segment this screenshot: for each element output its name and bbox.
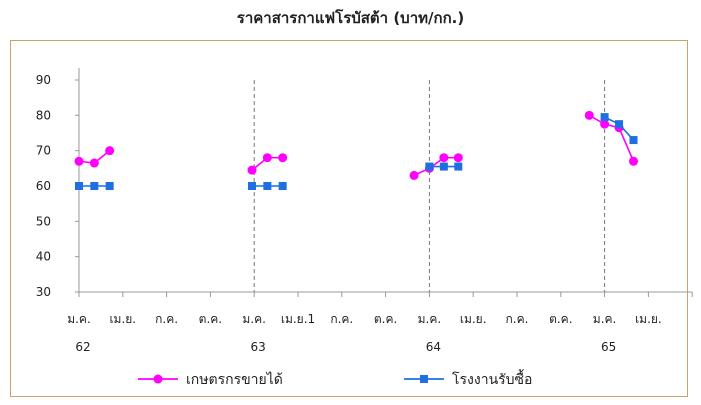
grid-lines [253,80,606,292]
series-layer [74,110,639,190]
x-tick-label: ต.ค. [374,312,397,326]
y-tick-label: 70 [36,144,51,158]
x-tick-label: ม.ค. [418,312,442,326]
x-tick-label: ม.ค. [67,312,91,326]
data-point [153,374,163,384]
x-tick-label: ม.ค. [242,312,266,326]
data-point [248,182,257,190]
data-point [278,153,288,163]
data-point [629,136,638,145]
legend-label: เกษตรกรขายได้ [186,371,283,388]
data-point [75,182,83,190]
x-tick-label: ก.ค. [155,312,178,326]
x-tick-label: ม.ค. [593,312,617,326]
x-tick-label: เม.ย. [460,312,487,326]
series-line [413,156,459,177]
legend-label: โรงงานรับซื้อ [452,369,532,388]
series-line [588,114,635,162]
data-point [600,119,610,129]
y-tick-label: 30 [36,285,51,299]
chart-title: ราคาสารกาแฟโรบัสต้า (บาท/กก.) [236,9,465,27]
data-point [74,156,84,166]
data-point [439,153,449,163]
x-tick-label: ก.ค. [330,312,353,326]
x-tick-label: เม.ย. [635,312,662,326]
y-tick-label: 60 [36,179,51,193]
data-point [453,153,463,163]
data-point [89,158,99,168]
data-point [420,375,428,383]
data-point [439,162,448,171]
data-point [615,120,624,129]
axes [78,68,693,293]
y-tick-label: 40 [36,250,51,264]
data-point [454,162,463,171]
x-year-label: 62 [75,340,90,354]
chart-frame [10,40,688,397]
data-point [629,156,639,166]
data-point [263,182,272,190]
data-point [600,113,609,122]
data-point [90,182,99,190]
data-point [105,146,115,156]
data-point [425,162,434,171]
x-year-label: 65 [601,340,616,354]
y-tick-label: 50 [36,214,51,228]
data-point [105,182,114,190]
x-year-label: 64 [426,340,441,354]
x-year-label: 63 [251,340,266,354]
x-tick-label: เม.ย. [109,312,136,326]
x-ticks: ม.ค. เม.ย. ก.ค. ต.ค. ม.ค. เม.ย.1 ก.ค. ต.ค. ม.ค. เ… [67,292,693,354]
data-point [262,153,272,163]
y-tick-label: 80 [36,108,51,122]
x-tick-label: ต.ค. [199,312,222,326]
data-point [584,110,594,120]
x-tick-label: ก.ค. [506,312,529,326]
data-point [278,182,287,190]
legend: เกษตรกรขายได้ โรงงานรับซื้อ [138,369,532,388]
x-tick-label: ต.ค. [549,312,572,326]
y-tick-label: 90 [36,73,51,87]
data-point [409,170,419,180]
x-tick-label: เม.ย.1 [281,312,315,326]
data-point [247,165,257,175]
y-ticks: 30 40 50 60 70 80 90 [36,73,79,299]
